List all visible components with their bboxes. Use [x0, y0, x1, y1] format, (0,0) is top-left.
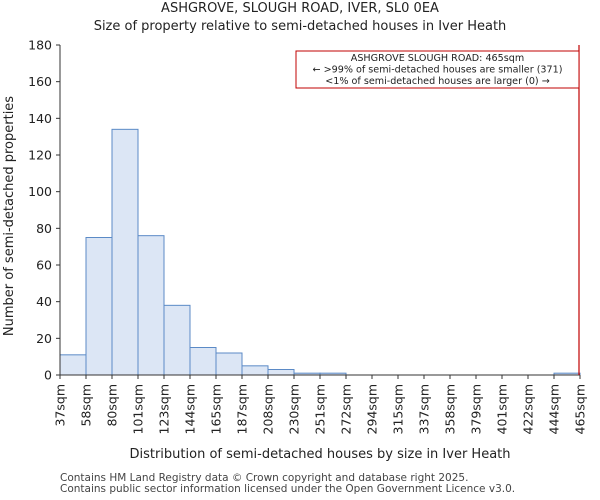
histogram-bar: [215, 352, 243, 376]
histogram-bar: [163, 304, 191, 376]
y-tick-label: 60: [36, 258, 52, 273]
histogram-chart: ASHGROVE, SLOUGH ROAD, IVER, SL0 0EA Siz…: [2, 1, 588, 462]
x-tick-label: 37sqm: [53, 384, 68, 427]
footer-line-2: Contains public sector information licen…: [60, 483, 516, 495]
x-tick-label: 144sqm: [183, 384, 198, 434]
x-tick-label: 101sqm: [131, 384, 146, 434]
histogram-bar: [85, 237, 113, 376]
x-tick-label: 80sqm: [105, 384, 120, 427]
annotation-line: <1% of semi-detached houses are larger (…: [325, 76, 550, 87]
annotation-line: ASHGROVE SLOUGH ROAD: 465sqm: [351, 53, 524, 64]
y-tick-label: 160: [28, 74, 52, 89]
x-tick-label: 123sqm: [157, 384, 172, 434]
y-axis-title: Number of semi-detached properties: [2, 96, 17, 336]
histogram-bar: [267, 369, 295, 376]
y-tick-label: 100: [28, 184, 52, 199]
x-tick-label: 379sqm: [469, 384, 484, 434]
x-tick-label: 208sqm: [261, 384, 276, 434]
chart-subtitle: Size of property relative to semi-detach…: [94, 19, 507, 34]
annotation-box: [295, 50, 580, 89]
x-tick-label: 58sqm: [79, 384, 94, 427]
y-tick-label: 80: [36, 221, 52, 236]
histogram-bar: [241, 365, 269, 376]
x-tick-label: 165sqm: [209, 384, 224, 434]
x-tick-label: 444sqm: [547, 384, 562, 434]
y-tick-label: 140: [28, 111, 52, 126]
y-tick-label: 120: [28, 148, 52, 163]
annotation-line: ← >99% of semi-detached houses are small…: [313, 65, 563, 76]
footer: Contains HM Land Registry data © Crown c…: [60, 473, 515, 495]
x-tick-label: 272sqm: [339, 384, 354, 434]
y-tick-label: 20: [36, 331, 52, 346]
plot-area: 0 20 40 60 80 100 120 140 160 180 37sqm 58sqm 80sqm 1…: [28, 38, 587, 435]
x-tick-label: 251sqm: [313, 384, 328, 434]
x-tick-label: 230sqm: [287, 384, 302, 434]
histogram-bar: [137, 235, 165, 376]
x-tick-label: 422sqm: [521, 384, 536, 434]
x-tick-label: 337sqm: [417, 384, 432, 434]
histogram-bar: [111, 128, 139, 376]
chart-title: ASHGROVE, SLOUGH ROAD, IVER, SL0 0EA: [161, 1, 439, 16]
histogram-bar: [59, 354, 87, 376]
x-tick-label: 401sqm: [495, 384, 510, 434]
histogram-bar: [189, 347, 217, 376]
x-tick-label: 465sqm: [573, 384, 588, 434]
y-tick-label: 0: [44, 368, 52, 383]
x-tick-label: 187sqm: [235, 384, 250, 434]
y-tick-label: 180: [28, 38, 52, 53]
x-tick-label: 358sqm: [443, 384, 458, 434]
y-tick-label: 40: [36, 294, 52, 309]
x-tick-label: 294sqm: [365, 384, 380, 434]
x-tick-label: 315sqm: [391, 384, 406, 434]
footer-line-1: Contains HM Land Registry data © Crown c…: [60, 472, 469, 484]
x-axis-title: Distribution of semi-detached houses by …: [129, 447, 510, 462]
